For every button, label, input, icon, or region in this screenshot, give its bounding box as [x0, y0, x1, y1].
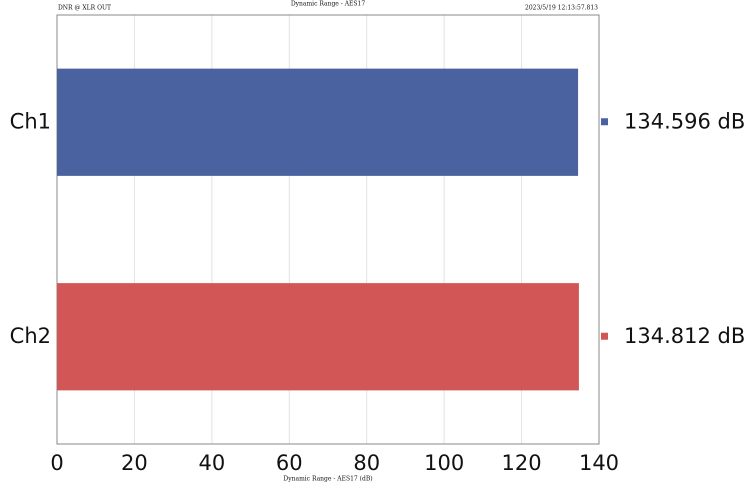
- y-tick-label: Ch1: [10, 109, 51, 133]
- bar: [57, 68, 579, 176]
- legend-swatch: [601, 332, 608, 340]
- timestamp: 2023/5/19 12:13:57.813: [525, 5, 598, 12]
- x-tick-label: 80: [353, 451, 380, 475]
- x-tick-label: 0: [50, 451, 63, 475]
- bar: [57, 283, 579, 391]
- x-tick-label: 40: [198, 451, 225, 475]
- chart-title: Dynamic Range - AES17: [291, 1, 365, 8]
- x-tick-label: 100: [424, 451, 464, 475]
- y-tick-label: Ch2: [10, 324, 51, 348]
- value-label: 134.812 dB: [624, 324, 745, 348]
- x-tick-label: 60: [276, 451, 303, 475]
- x-tick-label: 140: [579, 451, 619, 475]
- x-tick-label: 120: [502, 451, 542, 475]
- legend-swatch: [601, 118, 608, 126]
- value-label: 134.596 dB: [624, 109, 745, 133]
- x-tick-label: 20: [121, 451, 148, 475]
- plot-frame: [56, 14, 600, 445]
- x-axis-label: Dynamic Range - AES17 (dB): [283, 476, 372, 483]
- chart-subtitle: DNR @ XLR OUT: [58, 5, 111, 12]
